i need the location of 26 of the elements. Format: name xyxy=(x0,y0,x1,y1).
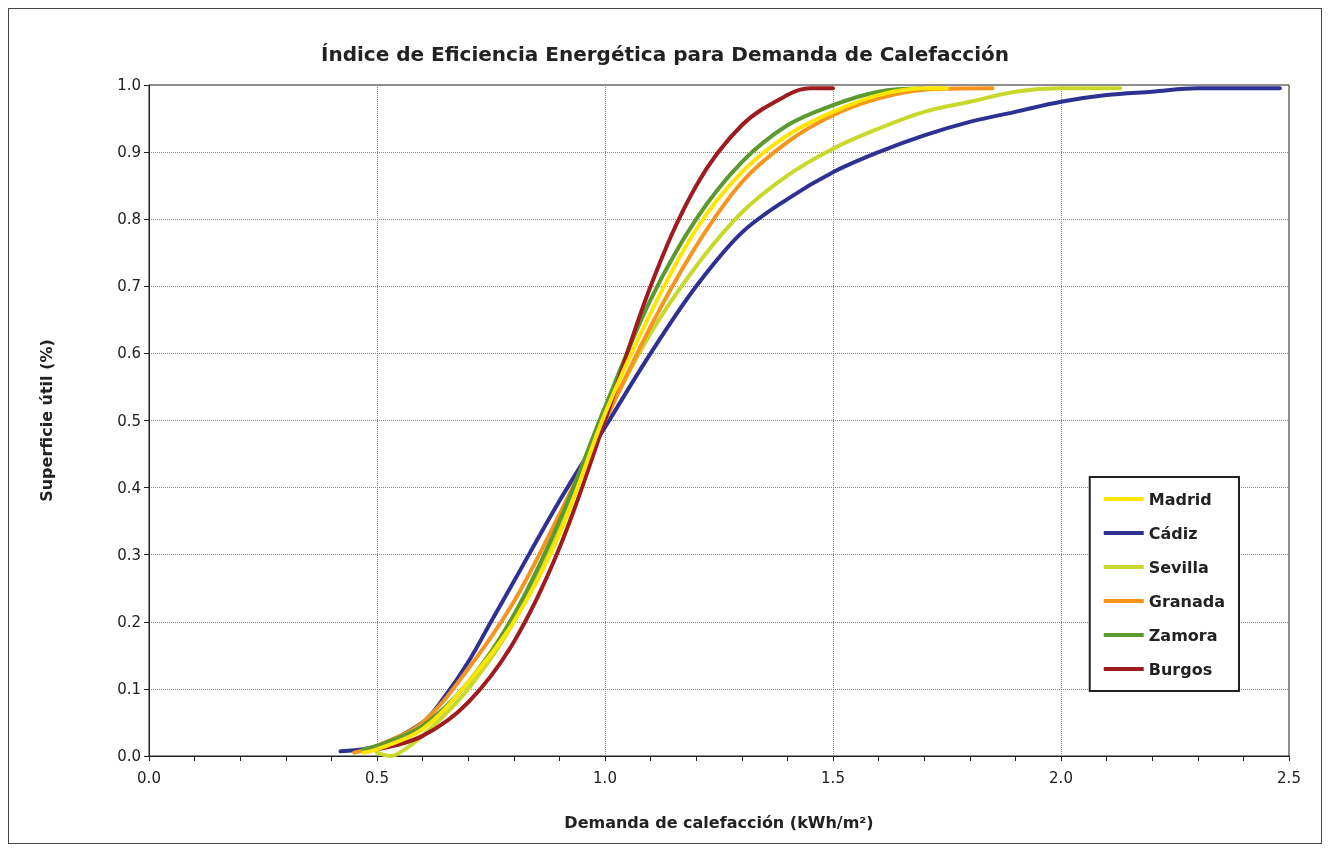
x-tick-label: 1.5 xyxy=(821,768,845,787)
legend-label: Cádiz xyxy=(1148,523,1198,543)
legend-label: Zamora xyxy=(1148,625,1218,645)
y-tick-label: 0.3 xyxy=(117,545,141,564)
x-tick-label: 0.5 xyxy=(365,768,389,787)
legend-label: Granada xyxy=(1148,591,1226,611)
y-tick-label: 0.4 xyxy=(117,478,141,497)
y-axis-title: Superficie útil (%) xyxy=(36,339,56,502)
x-tick-label: 0.0 xyxy=(137,768,161,787)
x-tick-label: 2.5 xyxy=(1277,768,1301,787)
y-tick-label: 1.0 xyxy=(117,76,141,94)
x-axis-title: Demanda de calefacción (kWh/m²) xyxy=(564,812,874,832)
y-tick-label: 0.1 xyxy=(117,679,141,698)
y-tick-label: 0.7 xyxy=(117,277,141,296)
y-tick-label: 0.9 xyxy=(117,143,141,162)
y-tick-label: 0.6 xyxy=(117,344,141,363)
chart-title: Índice de Eficiencia Energética para Demanda de Calefacción xyxy=(320,42,1010,66)
legend-label: Madrid xyxy=(1148,489,1212,509)
y-tick-label: 0.8 xyxy=(117,210,141,229)
x-tick-label: 2.0 xyxy=(1049,768,1073,787)
y-tick-label: 0.2 xyxy=(117,612,141,631)
y-tick-label: 0.5 xyxy=(117,411,141,430)
legend-label: Sevilla xyxy=(1148,557,1209,577)
legend-label: Burgos xyxy=(1148,659,1213,679)
y-tick-label: 0.0 xyxy=(117,747,141,765)
x-tick-label: 1.0 xyxy=(593,768,617,787)
